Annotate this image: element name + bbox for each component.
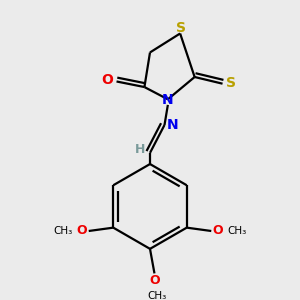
- Text: CH₃: CH₃: [227, 226, 246, 236]
- Text: H: H: [135, 143, 145, 156]
- Text: CH₃: CH₃: [147, 291, 166, 300]
- Text: O: O: [102, 73, 113, 87]
- Text: S: S: [226, 76, 236, 90]
- Text: N: N: [162, 93, 174, 107]
- Text: O: O: [149, 274, 160, 286]
- Text: S: S: [176, 21, 186, 35]
- Text: O: O: [213, 224, 223, 238]
- Text: CH₃: CH₃: [54, 226, 73, 236]
- Text: N: N: [167, 118, 178, 132]
- Text: O: O: [77, 224, 87, 238]
